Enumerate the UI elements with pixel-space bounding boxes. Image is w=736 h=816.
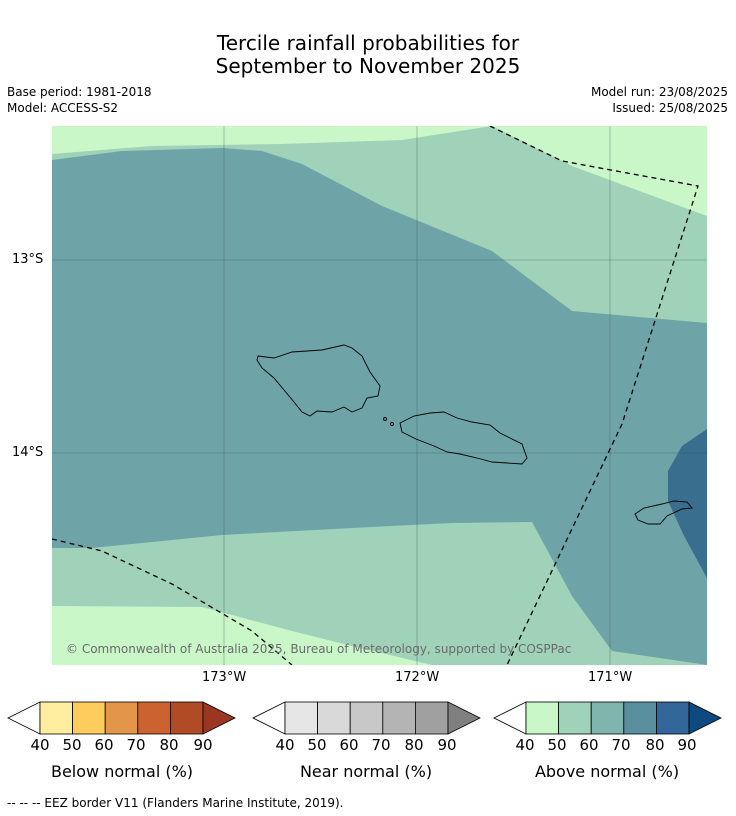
colorbar-below-bin-1 [39,701,73,735]
colorbar-below-bin-3 [104,701,139,735]
colorbar-above-bin-4 [623,701,657,735]
lon-label-171w: 171°W [588,670,633,685]
colorbar-below-bin-2 [72,701,106,735]
tick-above-80: 80 [645,736,665,754]
lon-label-173w: 173°W [202,670,247,685]
colorbar-above-lower-extend [493,701,527,735]
eez-border-east [489,126,699,665]
tick-near-80: 80 [404,736,424,754]
tick-below-80: 80 [159,736,179,754]
islands [256,344,693,525]
eez-footnote: -- -- -- EEZ border V11 (Flanders Marine… [7,796,344,810]
colorbar-above [493,701,722,735]
colorbar-near-bin-4 [382,701,416,735]
colorbar-above-bin-1 [525,701,559,735]
title-line-2: September to November 2025 [215,54,521,78]
tick-above-90: 90 [677,736,697,754]
colorbar-near-label: Near normal (%) [299,762,433,781]
tick-above-60: 60 [579,736,599,754]
base-period: Base period: 1981-2018 [7,85,152,99]
colorbar-near-bin-3 [349,701,384,735]
island-manono [383,417,387,421]
colorbar-below [7,701,236,735]
island-upolu [399,411,528,465]
colorbar-below-bin-4 [137,701,171,735]
tick-near-70: 70 [371,736,391,754]
map-svg [52,126,707,665]
lat-label-13s: 13°S [12,252,44,267]
tick-near-60: 60 [339,736,359,754]
map-title: Tercile rainfall probabilities for Septe… [0,32,736,78]
model-run: Model run: 23/08/2025 [590,85,728,99]
colorbar-near-upper-extend [447,701,481,735]
region-above-70 [52,148,707,665]
issued-date: Issued: 25/08/2025 [612,101,728,115]
colorbar-above-upper-extend [688,701,722,735]
meta-left: Base period: 1981-2018 Model: ACCESS-S2 [7,84,152,116]
tick-below-70: 70 [126,736,146,754]
colorbar-below-bin-5 [169,701,204,735]
tick-above-70: 70 [611,736,631,754]
graticule [52,126,707,665]
colorbar-near-bin-5 [414,701,449,735]
colorbar-near-bin-1 [284,701,318,735]
tick-above-50: 50 [547,736,567,754]
eez-border [52,126,699,665]
island-tutuila [634,500,693,525]
lat-label-14s: 14°S [12,445,44,460]
colorbar-above-bin-2 [558,701,592,735]
colorbar-below-label: Below normal (%) [50,762,194,781]
tick-below-50: 50 [62,736,82,754]
map-panel[interactable]: © Commonwealth of Australia 2025, Bureau… [52,126,707,665]
tick-below-60: 60 [94,736,114,754]
tick-above-40: 40 [515,736,535,754]
colorbar-svg [7,701,722,735]
tick-below-90: 90 [193,736,213,754]
colorbar-below-upper-extend [202,701,236,735]
meta-right: Model run: 23/08/2025 Issued: 25/08/2025 [591,84,728,116]
tick-near-40: 40 [275,736,295,754]
colorbar-above-label: Above normal (%) [534,762,680,781]
eez-border-southwest [52,538,293,665]
model-name: Model: ACCESS-S2 [7,101,119,115]
copyright-notice: © Commonwealth of Australia 2025, Bureau… [66,642,572,656]
colorbar-above-bin-3 [590,701,625,735]
title-line-1: Tercile rainfall probabilities for [216,31,520,55]
tick-near-50: 50 [307,736,327,754]
lon-label-172w: 172°W [395,670,440,685]
colorbar-near [252,701,481,735]
colorbar-below-lower-extend [7,701,41,735]
island-apolima [390,422,394,426]
colorbar-near-bin-2 [317,701,351,735]
colorbar-above-bin-5 [656,701,690,735]
colorbar-near-lower-extend [252,701,286,735]
tick-below-40: 40 [30,736,50,754]
tick-near-90: 90 [437,736,457,754]
region-above-80 [668,429,707,578]
island-savaii [256,344,381,417]
